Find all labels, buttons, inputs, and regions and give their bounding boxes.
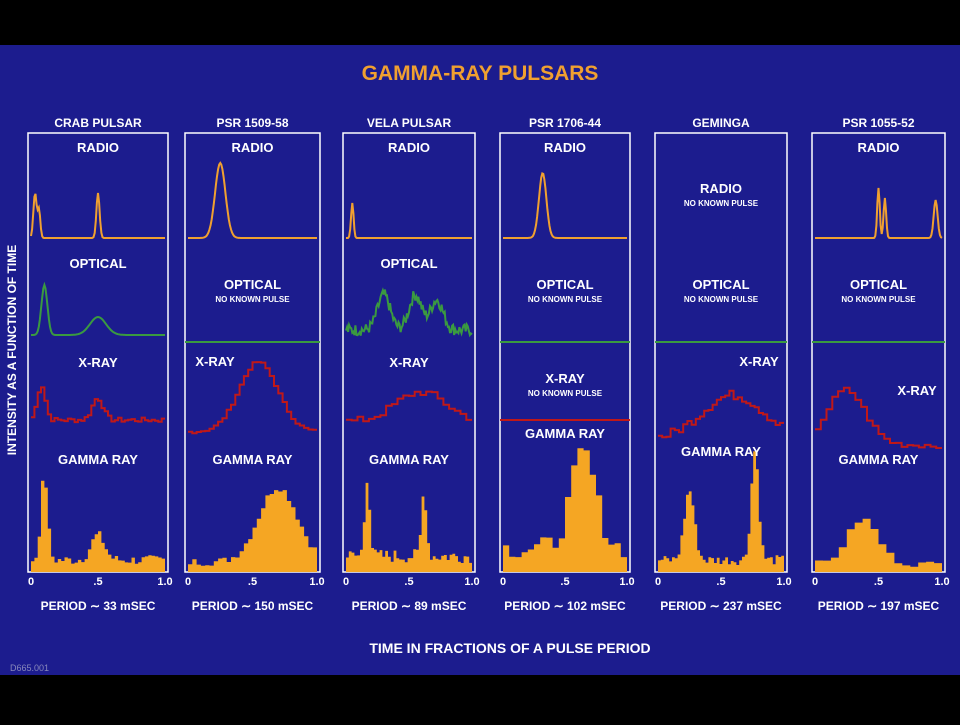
period-label: PERIOD ∼ 237 mSEC (660, 599, 782, 613)
title: GAMMA-RAY PULSARS (362, 62, 599, 85)
band-note: NO KNOWN PULSE (215, 295, 290, 304)
band-label: RADIO (77, 140, 119, 155)
panel-title: PSR 1706-44 (529, 116, 601, 130)
band-label: RADIO (544, 140, 586, 155)
band-label: GAMMA RAY (525, 426, 605, 441)
radio-profile (188, 161, 317, 239)
gamma-profile (503, 448, 627, 572)
gamma-profile (658, 451, 784, 572)
x-tick-label: .5 (560, 576, 569, 588)
radio-profile (30, 192, 165, 239)
x-tick-label: 1.0 (776, 576, 791, 588)
x-tick-label: .5 (248, 576, 257, 588)
gamma-profile (31, 480, 165, 572)
period-label: PERIOD ∼ 33 mSEC (41, 599, 156, 613)
band-label: GAMMA RAY (681, 444, 761, 459)
gamma-profile (346, 482, 472, 572)
radio-profile (815, 187, 943, 239)
x-tick-label: 1.0 (157, 576, 172, 588)
band-label: OPTICAL (692, 277, 749, 292)
figure-code: D665.001 (10, 663, 49, 673)
x-tick-label: 0 (28, 576, 34, 588)
radio-profile (346, 202, 472, 239)
band-note: NO KNOWN PULSE (528, 295, 603, 304)
band-note: NO KNOWN PULSE (684, 295, 759, 304)
band-label: GAMMA RAY (213, 452, 293, 467)
band-label: X-RAY (195, 354, 235, 369)
panel-title: CRAB PULSAR (54, 116, 142, 130)
band-label: X-RAY (545, 371, 585, 386)
band-label: X-RAY (897, 383, 937, 398)
xray-profile (658, 389, 784, 439)
band-label: RADIO (858, 140, 900, 155)
period-label: PERIOD ∼ 197 mSEC (818, 599, 940, 613)
x-axis-label: TIME IN FRACTIONS OF A PULSE PERIOD (369, 640, 650, 656)
xray-profile (188, 361, 317, 435)
x-tick-label: 1.0 (464, 576, 479, 588)
panel-title: PSR 1055-52 (842, 116, 914, 130)
band-label: RADIO (388, 140, 430, 155)
band-label: OPTICAL (224, 277, 281, 292)
xray-profile (346, 390, 472, 423)
x-tick-label: .5 (874, 576, 883, 588)
optical-profile (345, 287, 473, 338)
band-label: OPTICAL (380, 256, 437, 271)
panel-title: PSR 1509-58 (216, 116, 288, 130)
band-label: GAMMA RAY (839, 452, 919, 467)
x-tick-label: 1.0 (934, 576, 949, 588)
band-label: X-RAY (389, 355, 429, 370)
band-label: OPTICAL (850, 277, 907, 292)
band-note: NO KNOWN PULSE (841, 295, 916, 304)
x-tick-label: 0 (812, 576, 818, 588)
band-label: X-RAY (78, 355, 118, 370)
x-tick-label: 0 (500, 576, 506, 588)
x-tick-label: .5 (404, 576, 413, 588)
panel-title: VELA PULSAR (367, 116, 452, 130)
band-label: OPTICAL (536, 277, 593, 292)
band-label: X-RAY (739, 354, 779, 369)
band-note: NO KNOWN PULSE (528, 389, 603, 398)
band-label: OPTICAL (69, 256, 126, 271)
gamma-profile (815, 518, 942, 572)
period-label: PERIOD ∼ 89 mSEC (352, 599, 467, 613)
radio-profile (503, 171, 627, 239)
x-tick-label: 0 (655, 576, 661, 588)
band-label: RADIO (232, 140, 274, 155)
x-tick-label: 0 (343, 576, 349, 588)
y-axis-label: INTENSITY AS A FUNCTION OF TIME (5, 245, 19, 455)
gamma-profile (188, 490, 317, 572)
optical-profile (31, 281, 165, 336)
x-tick-label: 0 (185, 576, 191, 588)
xray-profile (31, 386, 165, 424)
x-tick-label: .5 (716, 576, 725, 588)
xray-profile (815, 386, 942, 449)
period-label: PERIOD ∼ 102 mSEC (504, 599, 626, 613)
x-tick-label: .5 (93, 576, 102, 588)
panel-title: GEMINGA (692, 116, 750, 130)
band-note: NO KNOWN PULSE (684, 199, 759, 208)
band-label: GAMMA RAY (369, 452, 449, 467)
x-tick-label: 1.0 (619, 576, 634, 588)
band-label: RADIO (700, 181, 742, 196)
period-label: PERIOD ∼ 150 mSEC (192, 599, 314, 613)
band-label: GAMMA RAY (58, 452, 138, 467)
x-tick-label: 1.0 (309, 576, 324, 588)
